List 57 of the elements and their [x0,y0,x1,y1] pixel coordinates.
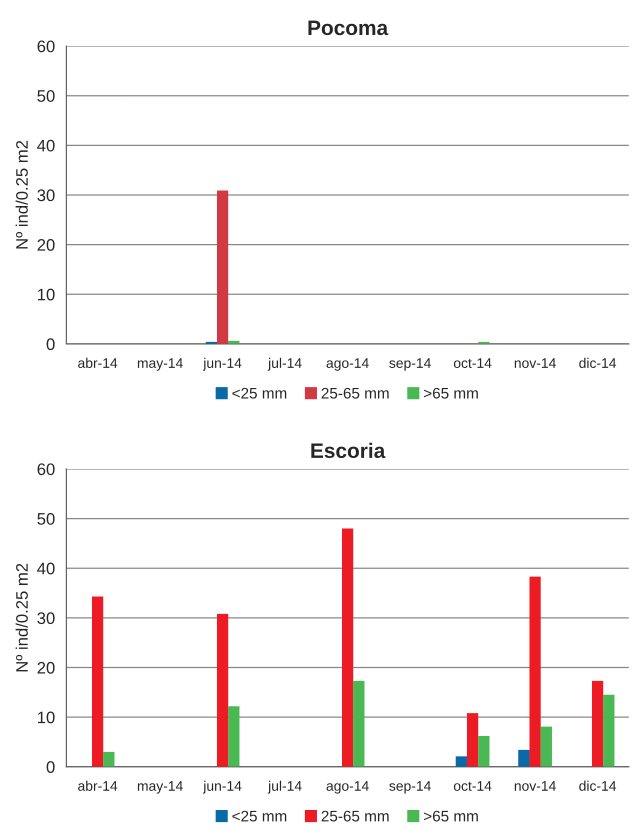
y-tick-label: 10 [38,712,55,724]
bar [540,726,552,767]
y-tick-label: 40 [37,562,55,574]
y-axis-title: Nº ind/0.25 m2 [16,564,28,672]
x-tick-label: oct-14 [454,781,492,791]
y-tick-label: 30 [37,189,55,202]
x-tick-label: sep-14 [389,781,431,794]
y-tick-label: 60 [38,463,55,476]
bar [478,736,490,767]
bar [342,528,354,767]
y-tick-label: 30 [37,612,55,624]
x-tick-label: may-14 [138,781,183,794]
x-tick-label: dic-14 [579,780,616,791]
y-axis-title: Nº ind/0.25 m2 [16,140,28,249]
y-tick-label: 20 [38,239,55,251]
y-tick-label: 20 [38,662,55,674]
chart-title: Escoria [311,442,386,458]
bar [216,190,228,344]
y-tick-label: 60 [38,40,55,52]
bar [92,596,104,767]
legend-label: >65 mm [424,388,478,399]
y-tick-label: 0 [46,761,55,773]
chart-title: Pocoma [308,20,388,36]
bar [353,680,364,767]
bar [466,713,478,767]
bar [518,750,530,767]
bar [216,614,228,767]
x-tick-label: jun-14 [202,780,242,794]
x-tick-label: abr-14 [78,358,118,368]
legend-label: 25-65 mm [322,810,389,822]
x-tick-label: nov-14 [514,358,556,368]
x-tick-label: dic-14 [579,358,616,368]
y-tick-label: 50 [37,513,55,525]
x-tick-label: ago-14 [326,358,369,371]
legend-label: >65 mm [424,810,478,822]
legend-label: 25-65 mm [322,388,389,399]
x-tick-label: may-14 [138,358,183,371]
bar [456,756,467,767]
bar [103,752,114,767]
x-tick-label: jul-14 [268,780,302,794]
x-tick-label: oct-14 [454,358,492,368]
bar [228,706,240,767]
y-tick-label: 50 [37,90,55,102]
legend-label: <25 mm [232,388,286,399]
x-tick-label: sep-14 [389,358,431,371]
legend-label: <25 mm [232,810,286,822]
x-tick-label: abr-14 [78,780,118,791]
x-tick-label: jun-14 [202,358,242,371]
y-tick-label: 0 [46,338,55,350]
y-tick-label: 10 [38,288,55,300]
x-tick-label: ago-14 [326,781,369,794]
x-tick-label: jul-14 [268,358,302,371]
bar [592,680,604,767]
y-tick-label: 40 [37,140,55,152]
bar [529,576,541,767]
x-tick-label: nov-14 [514,781,556,791]
bar [603,694,614,767]
